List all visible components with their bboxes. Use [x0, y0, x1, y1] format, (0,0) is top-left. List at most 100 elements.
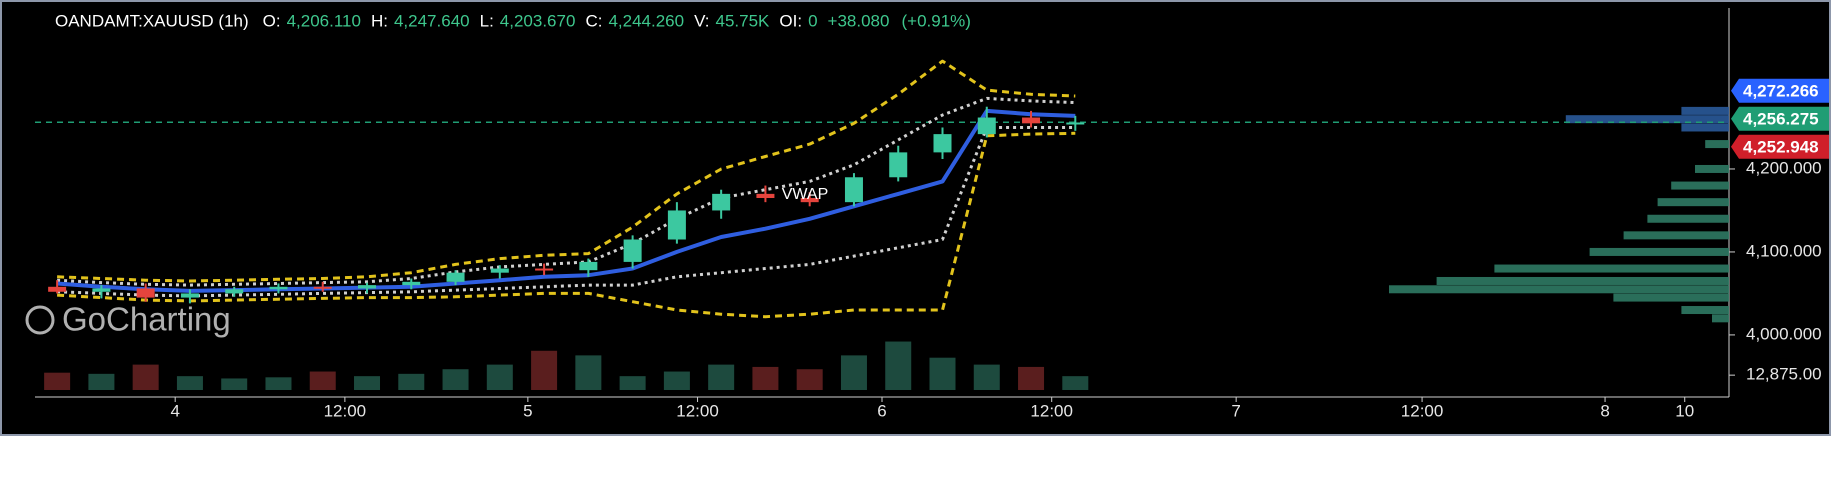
profile-bar	[1494, 264, 1729, 273]
x-tick-label: 12:00	[1030, 401, 1073, 420]
candle-body	[136, 288, 155, 298]
profile-bar	[1705, 140, 1729, 149]
profile-bar	[1565, 115, 1729, 124]
profile-bar	[1436, 276, 1729, 285]
candle-body	[889, 152, 908, 178]
y-tick-label: 4,100.000	[1746, 241, 1822, 260]
field-value: 45.75K	[716, 11, 771, 30]
x-tick-label: 4	[170, 401, 179, 420]
candle-body	[402, 281, 421, 286]
watermark-logo	[25, 305, 55, 335]
candle-body	[623, 239, 642, 262]
volume-bar	[1062, 376, 1089, 390]
volume-bar	[44, 372, 71, 390]
chart-frame: 12,875.00 4,000.000 4,100.000 4,200.000 4 12:…	[0, 0, 1831, 436]
x-tick-label: 12:00	[324, 401, 367, 420]
field-label: O:	[263, 11, 281, 30]
field-label: V:	[694, 11, 709, 30]
volume-bar	[1018, 366, 1045, 390]
y-tick-label: 4,200.000	[1746, 158, 1822, 177]
price-tag-label: 4,256.275	[1743, 109, 1819, 128]
x-tick-label: 5	[523, 401, 532, 420]
x-tick-label: 10	[1675, 401, 1694, 420]
chart: 12,875.00 4,000.000 4,100.000 4,200.000 4 12:…	[25, 8, 1829, 420]
candle-body	[490, 268, 509, 273]
volume-bar	[973, 364, 1000, 390]
candle-body	[1066, 122, 1085, 125]
field-value: 4,247.640	[394, 11, 470, 30]
vwap-line	[56, 108, 1076, 293]
candle-body	[48, 286, 67, 292]
candle-body	[800, 198, 819, 203]
y-tick-label: 4,000.000	[1746, 324, 1822, 343]
candle-body	[225, 289, 244, 294]
volume-bar	[708, 364, 735, 390]
profile-bar	[1613, 293, 1729, 302]
field-label: L:	[480, 11, 494, 30]
change: +38.080	[828, 11, 890, 30]
volume-bar	[265, 377, 292, 390]
profile-bar	[1389, 285, 1729, 294]
profile-bar	[1681, 306, 1729, 315]
x-tick-label: 12:00	[1401, 401, 1444, 420]
field-value: 4,203.670	[500, 11, 576, 30]
volume-bar	[486, 364, 513, 390]
symbol: OANDAMT:XAUUSD (1h)	[55, 11, 249, 30]
price-tag	[1731, 78, 1829, 103]
field-value: 4,206.110	[287, 11, 361, 30]
field-label: OI:	[779, 11, 802, 30]
profile-bar	[1623, 231, 1729, 240]
volume-bar	[619, 376, 646, 390]
candle-body	[712, 193, 731, 211]
band-line	[57, 131, 1076, 319]
volume-bar	[132, 364, 159, 390]
volume-bar	[575, 355, 602, 390]
band-line	[57, 59, 1076, 283]
volume-bar	[663, 371, 690, 390]
candle-body	[313, 286, 332, 289]
candle-body	[667, 210, 686, 240]
profile-bar	[1657, 198, 1729, 207]
volume-bar	[885, 341, 912, 390]
price-tag	[1731, 106, 1829, 131]
band-line	[57, 96, 1076, 287]
candle-body	[977, 117, 996, 135]
profile-bar	[1589, 247, 1729, 256]
profile-bar	[1681, 106, 1729, 115]
volume-bar	[88, 373, 115, 390]
field-value: 4,244.260	[608, 11, 684, 30]
candle-body	[933, 134, 952, 153]
x-tick-label: 12:00	[676, 401, 719, 420]
candle-body	[756, 193, 775, 199]
watermark: GoCharting	[62, 301, 231, 338]
change-pct: (+0.91%)	[901, 11, 970, 30]
price-tag-label: 4,252.948	[1743, 137, 1819, 156]
volume-tick-label: 12,875.00	[1746, 365, 1822, 384]
candle-body	[446, 272, 465, 282]
volume-bar	[309, 371, 336, 390]
candle-body	[358, 285, 377, 289]
volume-bar	[796, 369, 823, 390]
profile-bar	[1681, 123, 1729, 132]
volume-bar	[354, 376, 381, 390]
vwap-label: VWAP	[782, 186, 829, 203]
volume-bar	[221, 378, 248, 390]
volume-bar	[929, 357, 956, 390]
volume-bar	[176, 376, 203, 390]
volume-bar	[840, 355, 867, 390]
volume-bar	[752, 366, 779, 390]
profile-bar	[1671, 181, 1729, 190]
candle-body	[1022, 117, 1041, 124]
candle-body	[844, 177, 863, 203]
price-tag	[1731, 134, 1829, 159]
candle-body	[535, 268, 554, 271]
x-tick-label: 8	[1600, 401, 1609, 420]
profile-bar	[1695, 164, 1729, 173]
volume-bar	[442, 369, 469, 390]
candle-body	[92, 288, 111, 292]
x-tick-label: 7	[1231, 401, 1240, 420]
field-label: C:	[585, 11, 602, 30]
candle-body	[180, 293, 199, 298]
candle-body	[269, 286, 288, 290]
